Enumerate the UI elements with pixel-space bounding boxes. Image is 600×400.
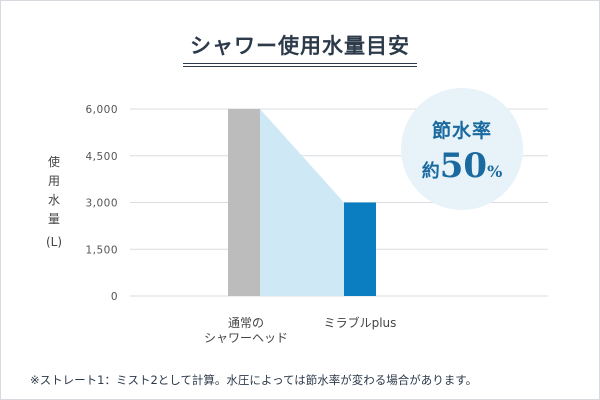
y-axis-label-char: 水 <box>47 193 60 207</box>
bar-conventional-showerhead <box>228 109 260 296</box>
y-axis-unit: (L) <box>45 235 63 249</box>
savings-badge-value: 約50% <box>401 146 523 186</box>
y-axis-label: 使 用 水 量 (L) <box>42 153 66 252</box>
y-tick-label: 6,000 <box>85 104 118 116</box>
savings-badge-prefix: 約 <box>421 161 440 182</box>
footnote: ※ストレート1：ミスト2として計算。水圧によっては節水率が変わる場合があります。 <box>30 373 478 387</box>
savings-badge-number: 50 <box>439 146 488 186</box>
y-axis-label-char: 用 <box>47 174 60 188</box>
y-axis-label-char: 使 <box>47 155 60 169</box>
y-tick-label: 0 <box>111 291 118 303</box>
category-label-line: 通常の <box>227 316 264 330</box>
y-axis-label-char: 量 <box>47 212 60 226</box>
category-label-conventional: 通常の シャワーヘッド <box>196 316 296 346</box>
reduction-area <box>260 109 344 296</box>
y-tick-label: 3,000 <box>85 198 118 210</box>
savings-badge-title: 節水率 <box>431 120 492 142</box>
savings-badge-unit: % <box>487 162 503 181</box>
chart-title: シャワー使用水量目安 <box>190 33 410 58</box>
category-label-mirable: ミラブルplus <box>310 316 410 331</box>
y-tick-label: 1,500 <box>85 244 118 256</box>
y-tick-label: 4,500 <box>85 151 118 163</box>
category-label-line: ミラブルplus <box>323 316 397 330</box>
bar-mirable-plus <box>344 202 376 296</box>
title-underline-secondary <box>183 66 417 67</box>
title-underline <box>183 63 417 64</box>
savings-badge: 節水率 約50% <box>401 88 523 210</box>
category-label-line: シャワーヘッド <box>203 331 288 345</box>
